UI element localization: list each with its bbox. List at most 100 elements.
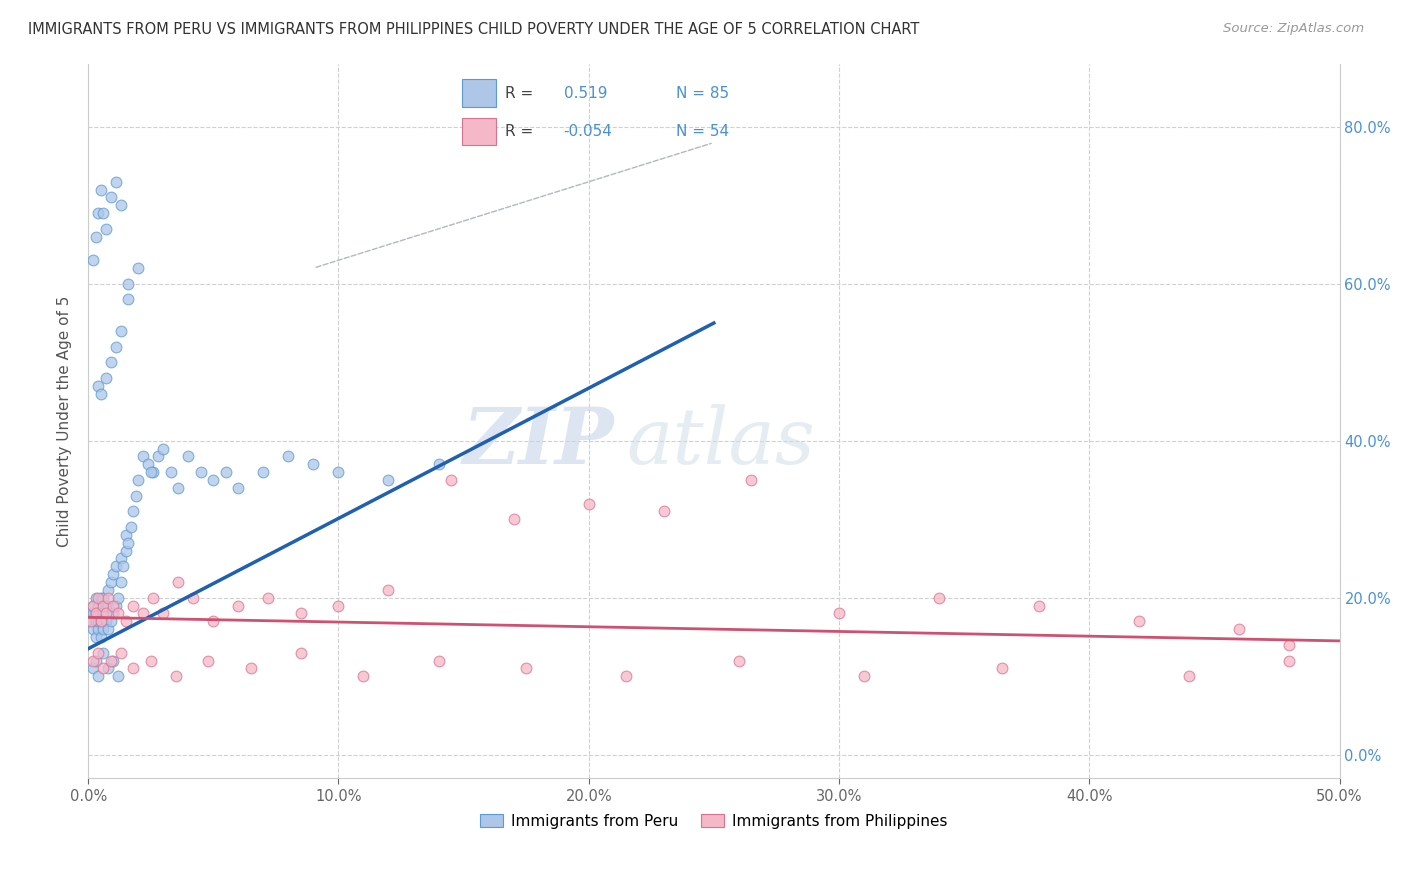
Point <box>90 614 112 628</box>
Point <box>107 607 129 621</box>
Point <box>82 607 104 621</box>
Point <box>91 622 114 636</box>
Point <box>94 222 117 236</box>
Point <box>114 614 136 628</box>
Point <box>132 607 155 621</box>
Point <box>87 379 110 393</box>
Legend: Immigrants from Peru, Immigrants from Philippines: Immigrants from Peru, Immigrants from Ph… <box>474 807 953 835</box>
Point <box>190 465 212 479</box>
Point <box>104 559 127 574</box>
Point <box>110 324 132 338</box>
Point <box>122 599 145 613</box>
Point <box>177 450 200 464</box>
Point <box>82 622 104 636</box>
Point <box>91 599 114 613</box>
Point <box>515 661 537 675</box>
Point <box>94 599 117 613</box>
Point <box>252 465 274 479</box>
Point <box>853 669 876 683</box>
Point <box>84 614 107 628</box>
Point <box>257 591 280 605</box>
Point <box>239 661 262 675</box>
Point <box>502 512 524 526</box>
Point <box>79 614 101 628</box>
Point <box>828 607 851 621</box>
Point <box>142 591 165 605</box>
Point <box>82 653 104 667</box>
Point <box>101 653 124 667</box>
Point <box>614 669 637 683</box>
Point <box>120 520 142 534</box>
Point <box>148 450 170 464</box>
Point <box>290 646 312 660</box>
Point <box>215 465 238 479</box>
Point <box>1128 614 1150 628</box>
Text: IMMIGRANTS FROM PERU VS IMMIGRANTS FROM PHILIPPINES CHILD POVERTY UNDER THE AGE : IMMIGRANTS FROM PERU VS IMMIGRANTS FROM … <box>28 22 920 37</box>
Point <box>101 607 124 621</box>
Point <box>87 622 110 636</box>
Point <box>91 661 114 675</box>
Point <box>90 614 112 628</box>
Point <box>91 206 114 220</box>
Point <box>84 229 107 244</box>
Point <box>79 614 101 628</box>
Point <box>226 481 249 495</box>
Point <box>142 465 165 479</box>
Point <box>114 543 136 558</box>
Point <box>87 646 110 660</box>
Point <box>82 661 104 675</box>
Point <box>107 669 129 683</box>
Point <box>117 536 139 550</box>
Point <box>990 661 1012 675</box>
Point <box>377 473 399 487</box>
Point <box>90 591 112 605</box>
Point <box>117 293 139 307</box>
Point <box>427 653 450 667</box>
Point <box>226 599 249 613</box>
Point <box>94 614 117 628</box>
Point <box>100 653 122 667</box>
Y-axis label: Child Poverty Under the Age of 5: Child Poverty Under the Age of 5 <box>58 295 72 547</box>
Point <box>377 582 399 597</box>
Point <box>84 630 107 644</box>
Point <box>152 442 174 456</box>
Text: Source: ZipAtlas.com: Source: ZipAtlas.com <box>1223 22 1364 36</box>
Point <box>97 661 120 675</box>
Point <box>107 591 129 605</box>
Point <box>97 599 120 613</box>
Point <box>84 653 107 667</box>
Point <box>91 646 114 660</box>
Point <box>167 574 190 589</box>
Point <box>139 653 162 667</box>
Point <box>136 458 159 472</box>
Text: ZIP: ZIP <box>463 404 614 481</box>
Point <box>125 489 148 503</box>
Point <box>202 614 225 628</box>
Point <box>197 653 219 667</box>
Point <box>110 574 132 589</box>
Point <box>114 528 136 542</box>
Point <box>82 599 104 613</box>
Point <box>277 450 299 464</box>
Point <box>110 551 132 566</box>
Point <box>353 669 375 683</box>
Point <box>100 190 122 204</box>
Point <box>440 473 463 487</box>
Point <box>84 607 107 621</box>
Point <box>90 630 112 644</box>
Point <box>152 607 174 621</box>
Point <box>97 622 120 636</box>
Point <box>90 386 112 401</box>
Point <box>110 198 132 212</box>
Point <box>104 175 127 189</box>
Point <box>87 669 110 683</box>
Point <box>290 607 312 621</box>
Point <box>740 473 762 487</box>
Point <box>94 371 117 385</box>
Point <box>84 591 107 605</box>
Point <box>122 661 145 675</box>
Point <box>110 646 132 660</box>
Point <box>91 607 114 621</box>
Point <box>122 504 145 518</box>
Point <box>87 591 110 605</box>
